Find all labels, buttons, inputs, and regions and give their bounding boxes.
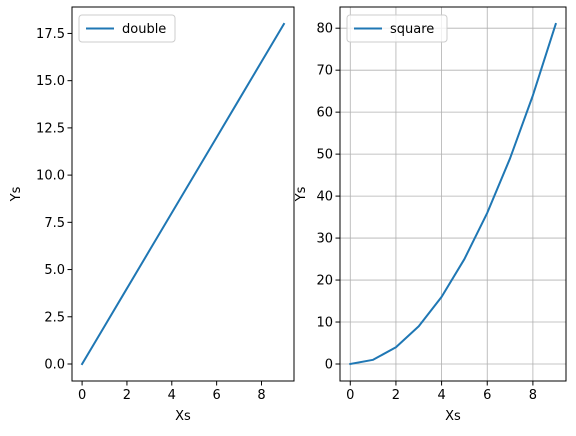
x-tick-label: 2 — [392, 388, 400, 403]
axes-frame — [71, 6, 295, 382]
y-axis-label: Ys — [9, 186, 24, 202]
y-tick-label: 0 — [325, 358, 333, 373]
y-tick-label: 20 — [316, 274, 333, 289]
x-tick-label: 8 — [257, 388, 265, 403]
x-axis-label: Xs — [175, 409, 191, 424]
y-tick-label: 7.5 — [44, 216, 65, 231]
y-tick-label: 0.0 — [44, 358, 65, 373]
legend-box — [346, 14, 448, 43]
legend-label: double — [122, 22, 166, 37]
axes-frame — [339, 6, 567, 382]
y-tick-label: 12.5 — [36, 121, 65, 136]
x-tick-label: 2 — [123, 388, 131, 403]
x-axis-label: Xs — [445, 409, 461, 424]
chart-1: 0 2 4 6 8 0.0 2.5 5.0 7.5 10.0 12.5 15.0 17.5 Xs Ys dou… — [9, 6, 295, 424]
x-tick-label: 4 — [168, 388, 176, 403]
y-tick-label: 60 — [316, 106, 333, 121]
legend-label: square — [390, 22, 434, 37]
x-tick-label: 6 — [212, 388, 220, 403]
y-tick-label: 80 — [316, 22, 333, 37]
x-tick-label: 4 — [437, 388, 445, 403]
y-tick-label: 5.0 — [44, 263, 65, 278]
y-tick-label: 10 — [316, 316, 333, 331]
legend-box — [78, 14, 176, 43]
y-axis-label: Ys — [294, 186, 309, 202]
x-tick-label: 0 — [346, 388, 354, 403]
x-tick-label: 8 — [529, 388, 537, 403]
y-tick-label: 50 — [316, 148, 333, 163]
series-line-double — [80, 22, 286, 366]
legend: square — [346, 14, 448, 43]
y-tick-label: 40 — [316, 190, 333, 205]
y-tick-label: 30 — [316, 232, 333, 247]
y-tick-label: 15.0 — [36, 74, 65, 89]
y-tick-label: 2.5 — [44, 310, 65, 325]
y-tick-label: 17.5 — [36, 27, 65, 42]
y-tick-label: 10.0 — [36, 169, 65, 184]
x-tick-label: 0 — [78, 388, 86, 403]
legend: double — [78, 14, 176, 43]
x-tick-label: 6 — [483, 388, 491, 403]
series-line-square — [349, 22, 557, 366]
y-tick-label: 70 — [316, 64, 333, 79]
